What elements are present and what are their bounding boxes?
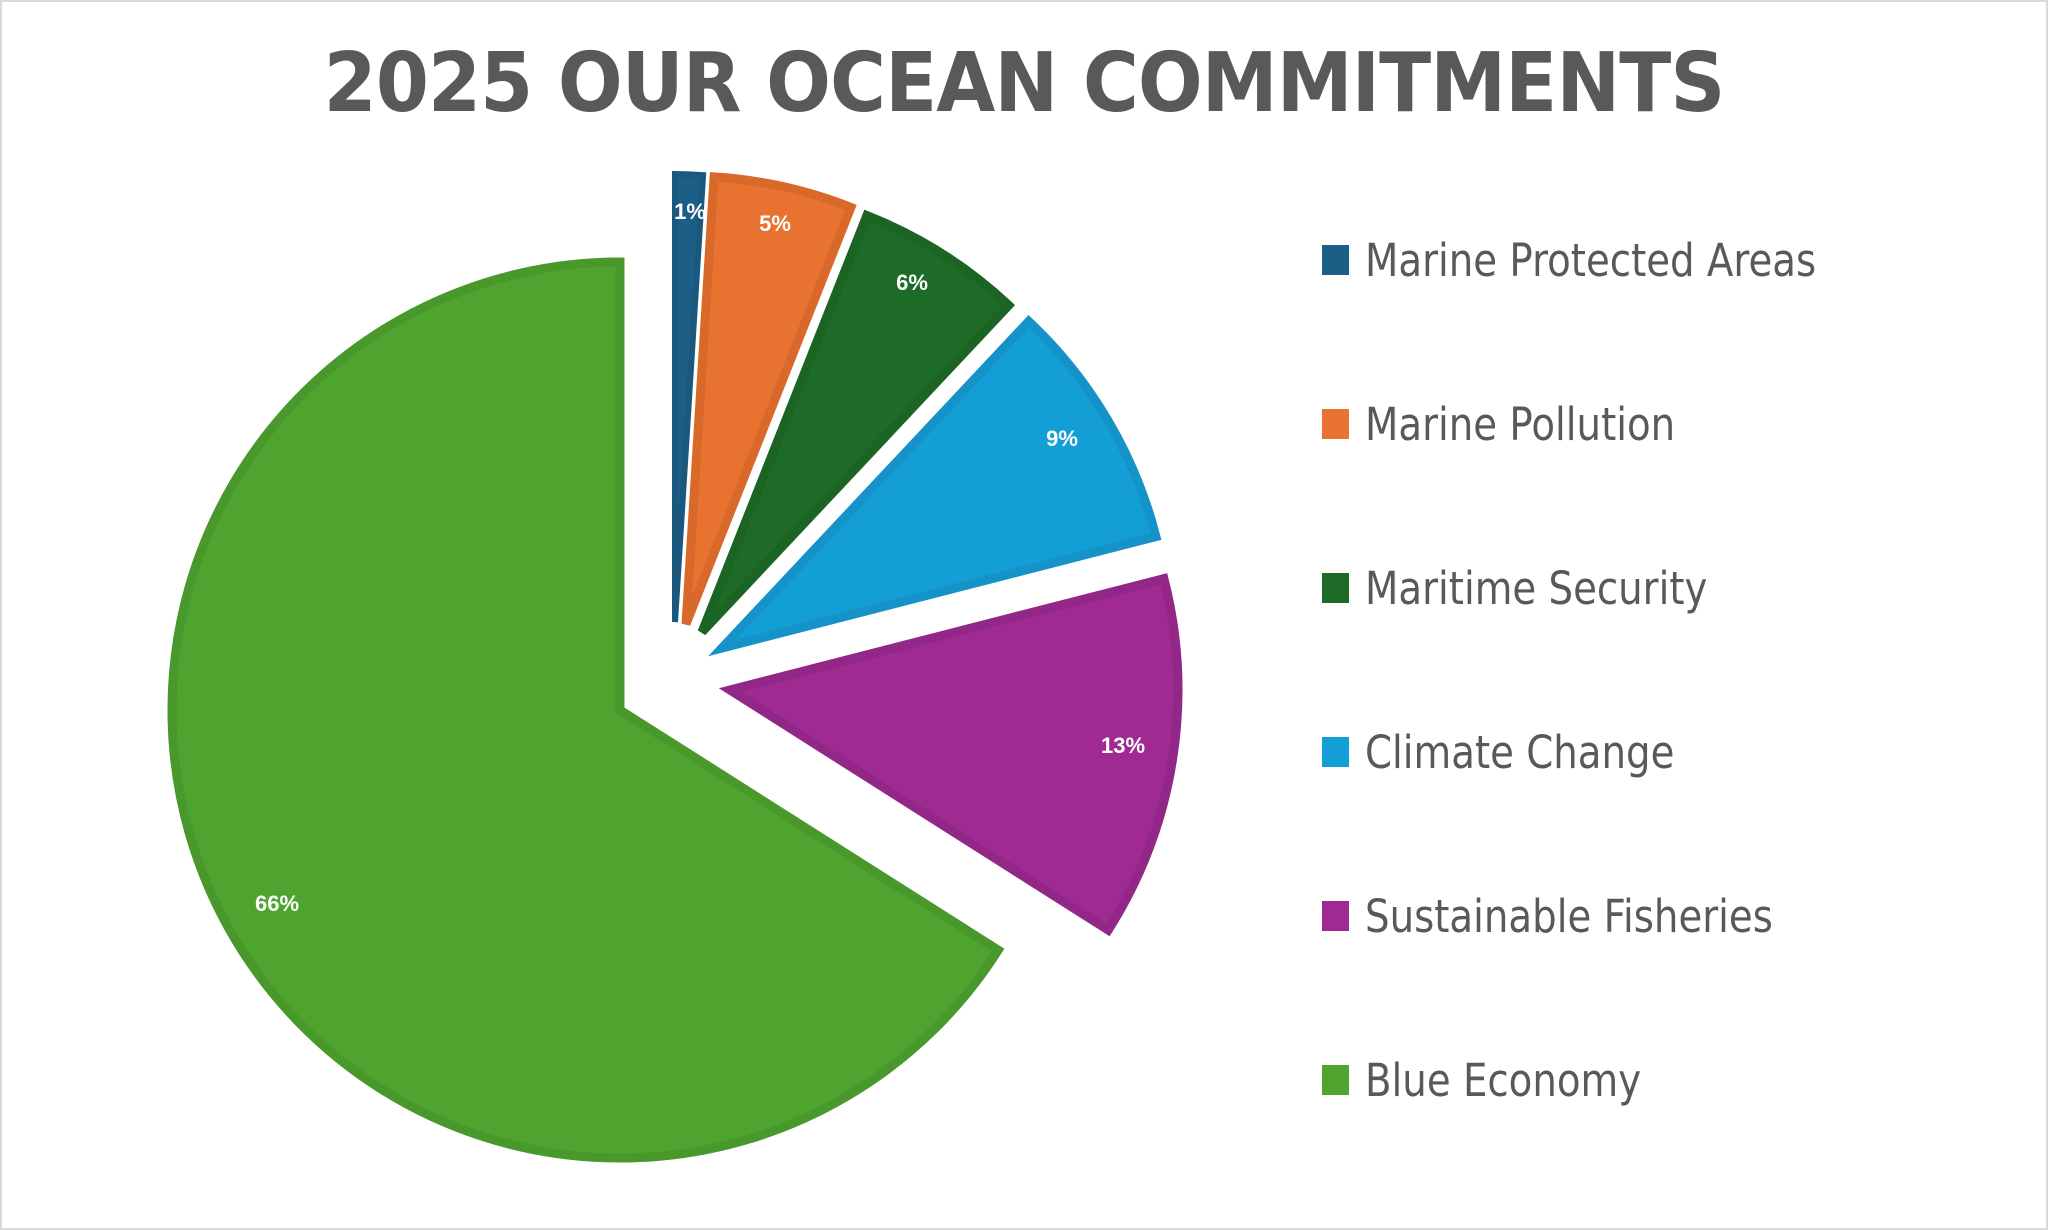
chart-title: 2025 OUR OCEAN COMMITMENTS xyxy=(323,36,1726,131)
legend-label: Marine Pollution xyxy=(1365,397,1676,451)
slice-maritime-security[interactable]: 6% xyxy=(697,209,1016,636)
legend-label: Marine Protected Areas xyxy=(1365,233,1817,287)
slice-blue-economy[interactable]: 66% xyxy=(167,257,1005,1163)
slice-sustainable-fisheries[interactable]: 13% xyxy=(718,573,1183,937)
legend-swatch-icon xyxy=(1322,245,1349,275)
slice-marine-protected-areas[interactable]: 1% xyxy=(672,170,707,623)
legend-label: Blue Economy xyxy=(1365,1053,1642,1107)
legend-swatch-icon xyxy=(1322,901,1349,931)
legend-item-marine-protected-areas[interactable]: Marine Protected Areas xyxy=(1322,230,1890,290)
slice-label-marine-pollution: 5% xyxy=(759,211,791,236)
slice-climate-change[interactable]: 9% xyxy=(708,315,1162,657)
legend-label: Climate Change xyxy=(1365,725,1675,779)
slice-label-blue-economy: 66% xyxy=(255,891,299,916)
slice-label-sustainable-fisheries: 13% xyxy=(1101,733,1145,758)
legend-label: Maritime Security xyxy=(1365,561,1708,615)
legend-swatch-icon xyxy=(1322,737,1349,767)
slice-marine-pollution[interactable]: 5% xyxy=(681,172,857,626)
legend-item-climate-change[interactable]: Climate Change xyxy=(1322,722,1725,782)
slice-label-climate-change: 9% xyxy=(1046,426,1078,451)
legend-item-sustainable-fisheries[interactable]: Sustainable Fisheries xyxy=(1322,886,1839,946)
slice-label-marine-protected-areas: 1% xyxy=(674,199,706,224)
legend-swatch-icon xyxy=(1322,573,1349,603)
legend-swatch-icon xyxy=(1322,409,1349,439)
slice-label-maritime-security: 6% xyxy=(896,270,928,295)
legend-item-maritime-security[interactable]: Maritime Security xyxy=(1322,558,1763,618)
legend-swatch-icon xyxy=(1322,1065,1349,1095)
legend-item-marine-pollution[interactable]: Marine Pollution xyxy=(1322,394,1726,454)
legend-label: Sustainable Fisheries xyxy=(1365,889,1773,943)
legend-item-blue-economy[interactable]: Blue Economy xyxy=(1322,1050,1686,1110)
